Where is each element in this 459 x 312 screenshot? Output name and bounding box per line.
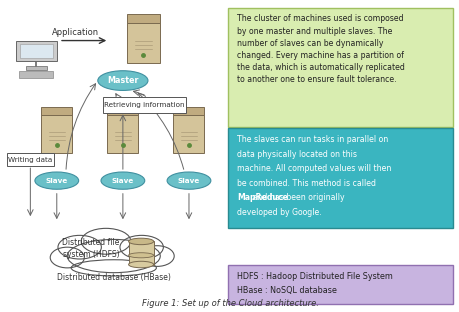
Text: Master: Master bbox=[107, 76, 138, 85]
FancyBboxPatch shape bbox=[227, 8, 453, 127]
Ellipse shape bbox=[67, 239, 160, 273]
Ellipse shape bbox=[71, 260, 156, 276]
Text: Slave: Slave bbox=[45, 178, 68, 184]
FancyBboxPatch shape bbox=[16, 41, 57, 61]
FancyBboxPatch shape bbox=[173, 107, 204, 115]
FancyBboxPatch shape bbox=[20, 44, 53, 58]
Ellipse shape bbox=[129, 253, 153, 258]
Ellipse shape bbox=[35, 172, 78, 189]
FancyBboxPatch shape bbox=[127, 14, 159, 23]
Text: Application: Application bbox=[51, 28, 98, 37]
Text: developed by Google.: developed by Google. bbox=[236, 208, 321, 217]
Text: MapReduce: MapReduce bbox=[236, 193, 287, 202]
FancyBboxPatch shape bbox=[127, 23, 159, 63]
Ellipse shape bbox=[98, 71, 148, 90]
Text: HDFS : Hadoop Distributed File System
HBase : NoSQL database: HDFS : Hadoop Distributed File System HB… bbox=[236, 272, 392, 295]
Text: and has been originally: and has been originally bbox=[249, 193, 344, 202]
Ellipse shape bbox=[58, 235, 101, 259]
FancyBboxPatch shape bbox=[227, 128, 453, 228]
FancyBboxPatch shape bbox=[41, 115, 72, 153]
Text: The cluster of machines used is composed
by one master and multiple slaves. The
: The cluster of machines used is composed… bbox=[236, 14, 404, 84]
Ellipse shape bbox=[101, 172, 145, 189]
FancyBboxPatch shape bbox=[7, 153, 54, 167]
Text: Distributed database (HBase): Distributed database (HBase) bbox=[57, 273, 170, 282]
Text: machine. All computed values will then: machine. All computed values will then bbox=[236, 164, 390, 173]
Text: data physically located on this: data physically located on this bbox=[236, 150, 356, 159]
Ellipse shape bbox=[167, 172, 210, 189]
Text: Slave: Slave bbox=[112, 178, 134, 184]
Text: Retrieving information: Retrieving information bbox=[104, 102, 185, 108]
Text: Slave: Slave bbox=[178, 178, 200, 184]
FancyBboxPatch shape bbox=[19, 71, 53, 77]
Bar bbox=[129, 241, 153, 265]
Ellipse shape bbox=[140, 246, 174, 266]
Ellipse shape bbox=[129, 238, 153, 245]
FancyBboxPatch shape bbox=[41, 107, 72, 115]
FancyBboxPatch shape bbox=[26, 66, 47, 70]
Text: Figure 1: Set up of the Cloud architecture.: Figure 1: Set up of the Cloud architectu… bbox=[141, 300, 318, 308]
Ellipse shape bbox=[50, 247, 84, 268]
Text: Writing data: Writing data bbox=[8, 157, 53, 163]
FancyBboxPatch shape bbox=[173, 115, 204, 153]
FancyBboxPatch shape bbox=[107, 115, 138, 153]
FancyBboxPatch shape bbox=[227, 265, 453, 304]
Text: The slaves can run tasks in parallel on: The slaves can run tasks in parallel on bbox=[236, 135, 387, 144]
Ellipse shape bbox=[81, 228, 130, 254]
Ellipse shape bbox=[129, 261, 153, 268]
Ellipse shape bbox=[120, 235, 163, 259]
FancyBboxPatch shape bbox=[107, 107, 138, 115]
FancyBboxPatch shape bbox=[103, 97, 186, 113]
Text: Distributed file
system (HDFS): Distributed file system (HDFS) bbox=[62, 238, 119, 259]
Text: be combined. This method is called: be combined. This method is called bbox=[236, 179, 375, 188]
